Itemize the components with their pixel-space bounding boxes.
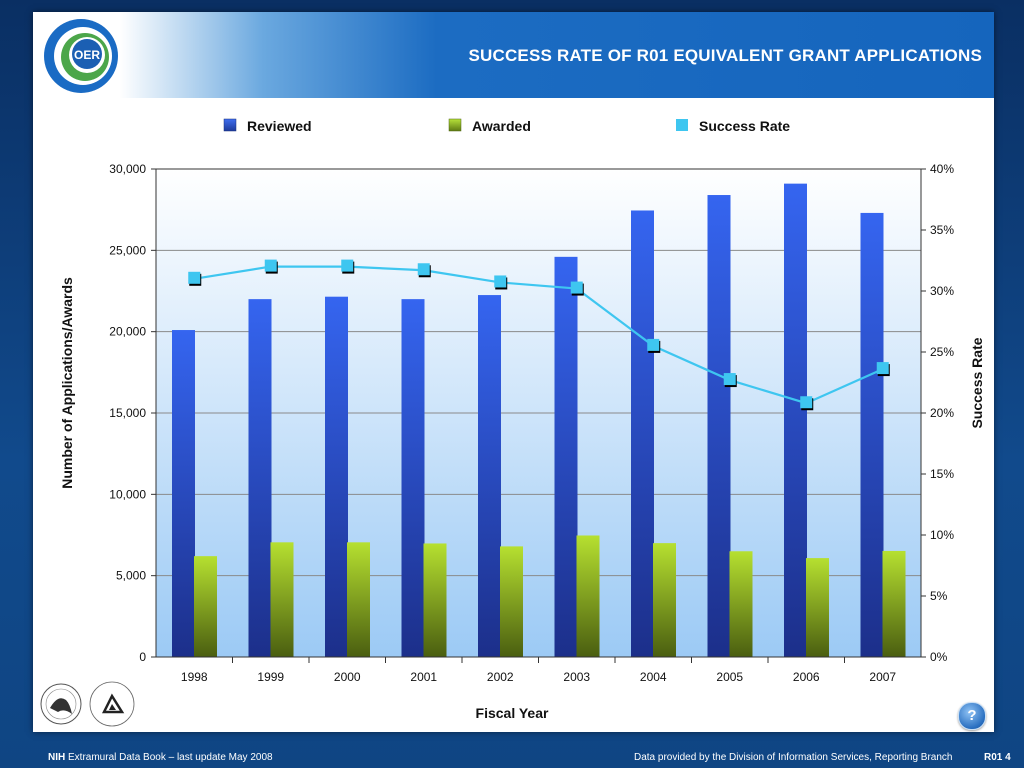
y2-tick-label: 10% [930,528,954,542]
success-rate-point-2004 [647,338,660,351]
y-tick-label: 20,000 [109,325,146,339]
success-rate-polyline [194,265,884,405]
x-tick-label-2005: 2005 [716,670,743,684]
legend-label-reviewed: Reviewed [247,118,312,134]
y2-tick-label: 35% [930,223,954,237]
y-tick-label: 5,000 [116,569,146,583]
y2-tick-label: 40% [930,162,954,176]
y2-tick-label: 30% [930,284,954,298]
x-tick-label-2000: 2000 [334,670,361,684]
success-rate-point-2003 [570,281,583,294]
oer-logo-icon: OER [44,19,118,93]
bar-marks [172,183,906,658]
legend: Reviewed Awarded Success Rate [223,118,790,134]
bar-awarded-2005 [729,551,753,657]
page-number: R01 4 [984,752,1011,763]
hhs-seal-icon [40,683,82,725]
x-axis-title: Fiscal Year [476,705,549,721]
bar-reviewed-1999 [248,299,272,657]
chart-axes [151,168,926,663]
footer-left: NIH Extramural Data Book – last update M… [48,752,273,763]
y2-axis-title: Success Rate [969,337,985,428]
y-axis-title: Number of Applications/Awards [59,277,75,489]
y-tick-label: 10,000 [109,487,146,501]
footer-source: Data provided by the Division of Informa… [634,752,953,763]
bar-reviewed-2006 [784,183,807,657]
bar-awarded-2006 [806,558,829,657]
bar-awarded-2000 [347,542,370,657]
x-tick-label-2004: 2004 [640,670,667,684]
success-rate-line [188,259,890,411]
nih-logo-icon [89,681,135,727]
bar-awarded-1998 [194,556,217,657]
x-tick-label-2006: 2006 [793,670,820,684]
success-rate-point-1998 [188,271,201,284]
x-tick-label-2003: 2003 [563,670,590,684]
tick-labels: 0 5,000 10,000 15,000 20,000 25,000 30,000 0% 5%… [109,162,954,684]
x-tick-label-2007: 2007 [869,670,896,684]
bar-awarded-2001 [423,543,447,657]
bar-awarded-2007 [882,550,906,657]
bar-reviewed-2003 [554,256,578,657]
bar-reviewed-2002 [478,295,501,657]
success-rate-point-2001 [417,263,430,276]
x-tick-label-1999: 1999 [257,670,284,684]
footer-databook: Extramural Data Book – last update May 2… [65,752,273,763]
success-rate-point-2000 [341,259,354,272]
help-button[interactable]: ? [958,702,986,730]
bar-reviewed-2004 [631,210,654,658]
success-rate-point-1999 [264,259,277,272]
bar-reviewed-2000 [325,296,348,657]
y-tick-label: 15,000 [109,406,146,420]
x-tick-label-2001: 2001 [410,670,437,684]
y2-tick-label: 15% [930,467,954,481]
footer-nih: NIH [48,752,66,763]
y2-tick-label: 20% [930,406,954,420]
x-tick-label-2002: 2002 [487,670,514,684]
success-rate-point-2007 [876,362,889,375]
slide-header: OER SUCCESS RATE OF R01 EQUIVALENT GRANT… [33,12,994,98]
bar-reviewed-1998 [172,330,195,657]
legend-label-awarded: Awarded [472,118,531,134]
y-tick-label: 25,000 [109,243,146,257]
success-rate-point-2005 [723,373,736,386]
bar-reviewed-2005 [707,195,731,657]
y-tick-label: 30,000 [109,162,146,176]
y2-tick-label: 25% [930,345,954,359]
legend-swatch-success-rate [676,119,688,131]
bar-awarded-2002 [500,546,523,657]
legend-label-success-rate: Success Rate [699,118,790,134]
y-tick-label: 0 [139,650,146,664]
bar-reviewed-2001 [401,299,425,657]
y2-tick-label: 0% [930,650,948,664]
legend-swatch-reviewed [223,118,237,132]
logo-text: OER [74,48,100,62]
bar-awarded-2003 [576,535,600,657]
bar-reviewed-2007 [860,212,884,658]
bar-awarded-2004 [653,543,676,657]
slide-title: SUCCESS RATE OF R01 EQUIVALENT GRANT APP… [468,46,982,65]
success-rate-point-2002 [494,275,507,288]
y2-tick-label: 5% [930,589,948,603]
success-rate-point-2006 [800,396,813,409]
legend-swatch-awarded [448,118,462,132]
bar-awarded-1999 [270,542,294,657]
x-tick-label-1998: 1998 [181,670,208,684]
